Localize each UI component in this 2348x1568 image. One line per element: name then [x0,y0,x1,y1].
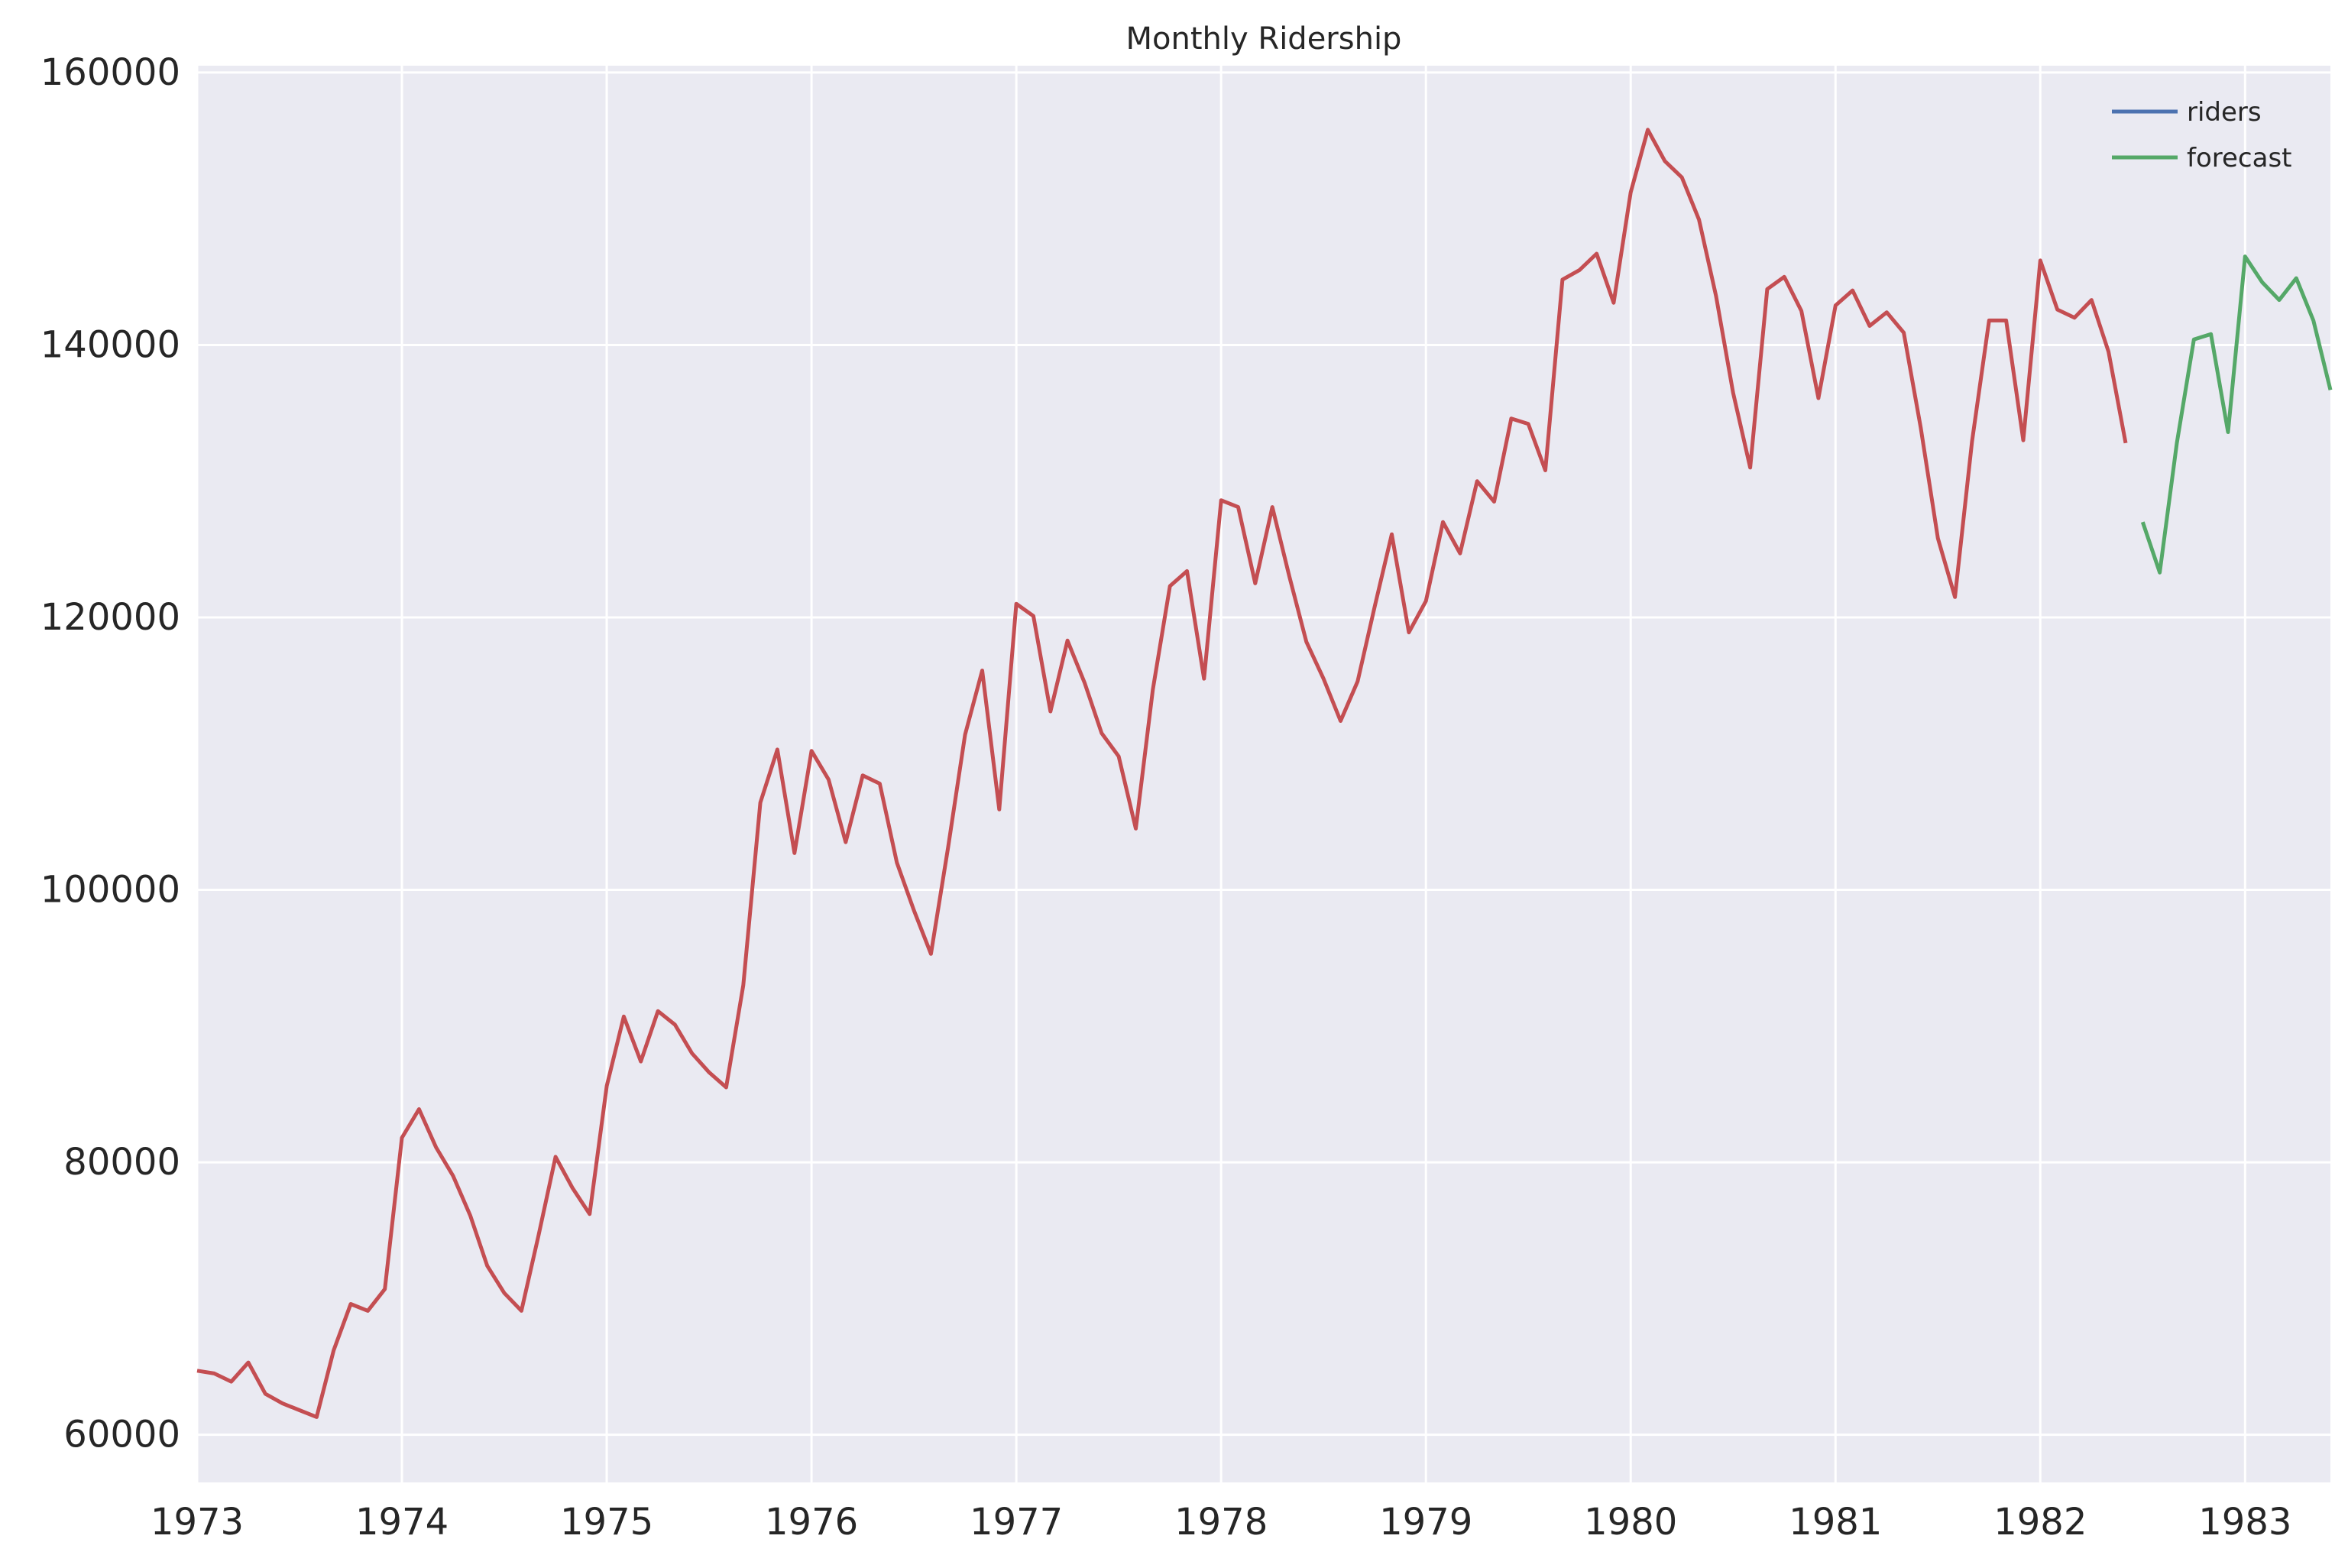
y-tick-label: 100000 [40,869,180,912]
x-tick-label: 1981 [1789,1501,1882,1544]
y-tick-label: 120000 [40,596,180,639]
x-tick-label: 1975 [560,1501,653,1544]
legend-label-riders: riders [2187,97,2262,128]
x-tick-label: 1979 [1379,1501,1472,1544]
x-tick-label: 1983 [2198,1501,2291,1544]
x-tick-label: 1973 [151,1501,244,1544]
grid [196,66,2330,1482]
x-tick-label: 1978 [1174,1501,1268,1544]
legend-label-forecast: forecast [2187,143,2292,173]
series-lines [196,128,2333,1419]
x-tick-label: 1982 [1993,1501,2087,1544]
x-tick-label: 1980 [1584,1501,1677,1544]
legend: riders forecast [2112,97,2292,173]
series-line-riders [196,128,2128,1419]
y-tick-label: 80000 [63,1141,180,1184]
y-tick-label: 140000 [40,323,180,366]
x-tick-label: 1974 [355,1501,449,1544]
tick-labels: 60000 80000 100000 120000 140000 160000 1973 19… [40,51,2292,1544]
series-line-forecast [2140,254,2333,575]
x-tick-label: 1976 [765,1501,858,1544]
y-tick-label: 60000 [63,1414,180,1456]
y-tick-label: 160000 [40,51,180,94]
chart-title: Monthly Ridership [1126,21,1402,57]
plot-area [197,66,2330,1482]
x-tick-label: 1977 [970,1501,1063,1544]
